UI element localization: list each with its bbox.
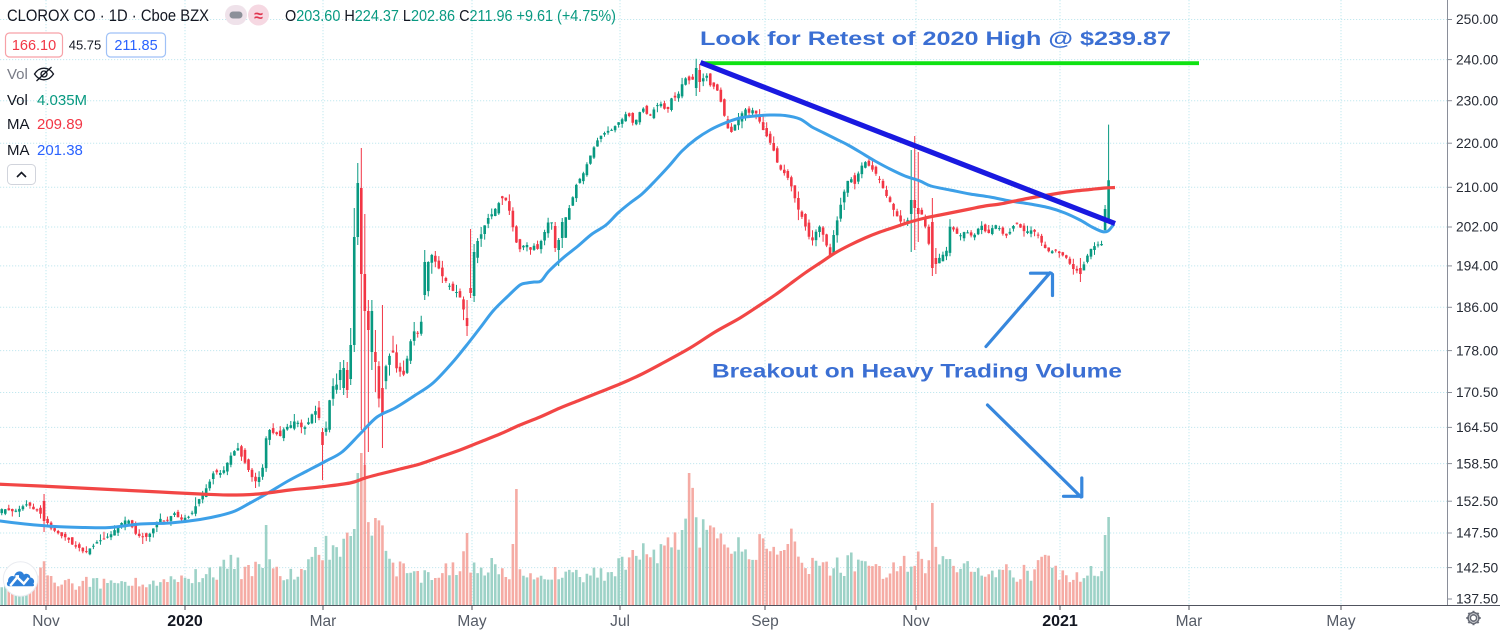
svg-text:230.00: 230.00: [1456, 93, 1499, 108]
svg-text:≈: ≈: [254, 8, 263, 25]
svg-text:158.50: 158.50: [1456, 456, 1499, 471]
svg-text:137.50: 137.50: [1456, 592, 1499, 607]
svg-text:Mar: Mar: [310, 613, 337, 630]
svg-text:Sep: Sep: [751, 613, 779, 630]
svg-text:178.00: 178.00: [1456, 343, 1499, 358]
svg-text:Look for Retest of 2020 High @: Look for Retest of 2020 High @ $239.87: [700, 29, 1171, 50]
svg-text:211.85: 211.85: [114, 38, 157, 54]
svg-text:Breakout on Heavy Trading Volu: Breakout on Heavy Trading Volume: [712, 362, 1122, 383]
svg-text:194.00: 194.00: [1456, 259, 1499, 274]
svg-text:45.75: 45.75: [69, 38, 102, 53]
svg-text:240.00: 240.00: [1456, 52, 1499, 67]
svg-text:2021: 2021: [1042, 613, 1078, 630]
svg-text:Vol: Vol: [7, 66, 28, 83]
svg-text:202.00: 202.00: [1456, 220, 1499, 235]
svg-text:186.00: 186.00: [1456, 300, 1499, 315]
svg-text:201.38: 201.38: [37, 142, 83, 159]
svg-text:2020: 2020: [167, 613, 203, 630]
svg-text:O203.60 H224.37 L202.86 C211.9: O203.60 H224.37 L202.86 C211.96 +9.61 (+…: [285, 8, 616, 25]
svg-text:209.89: 209.89: [37, 116, 83, 133]
svg-text:147.50: 147.50: [1456, 526, 1499, 541]
svg-text:May: May: [457, 613, 487, 630]
svg-text:220.00: 220.00: [1456, 136, 1499, 151]
svg-text:Jul: Jul: [610, 613, 630, 630]
svg-text:MA: MA: [7, 142, 30, 159]
svg-text:Vol: Vol: [7, 92, 28, 109]
svg-text:142.50: 142.50: [1456, 560, 1499, 575]
svg-text:MA: MA: [7, 116, 30, 133]
svg-text:170.50: 170.50: [1456, 385, 1499, 400]
svg-text:210.00: 210.00: [1456, 180, 1499, 195]
svg-text:164.50: 164.50: [1456, 420, 1499, 435]
svg-text:CLOROX CO · 1D · Cboe BZX: CLOROX CO · 1D · Cboe BZX: [7, 7, 209, 25]
svg-text:4.035M: 4.035M: [37, 92, 87, 109]
svg-text:152.50: 152.50: [1456, 494, 1499, 509]
svg-text:May: May: [1326, 613, 1356, 630]
svg-text:Mar: Mar: [1176, 613, 1203, 630]
svg-text:166.10: 166.10: [12, 38, 56, 54]
svg-text:Nov: Nov: [32, 613, 60, 630]
svg-text:250.00: 250.00: [1456, 12, 1499, 27]
svg-text:Nov: Nov: [902, 613, 930, 630]
